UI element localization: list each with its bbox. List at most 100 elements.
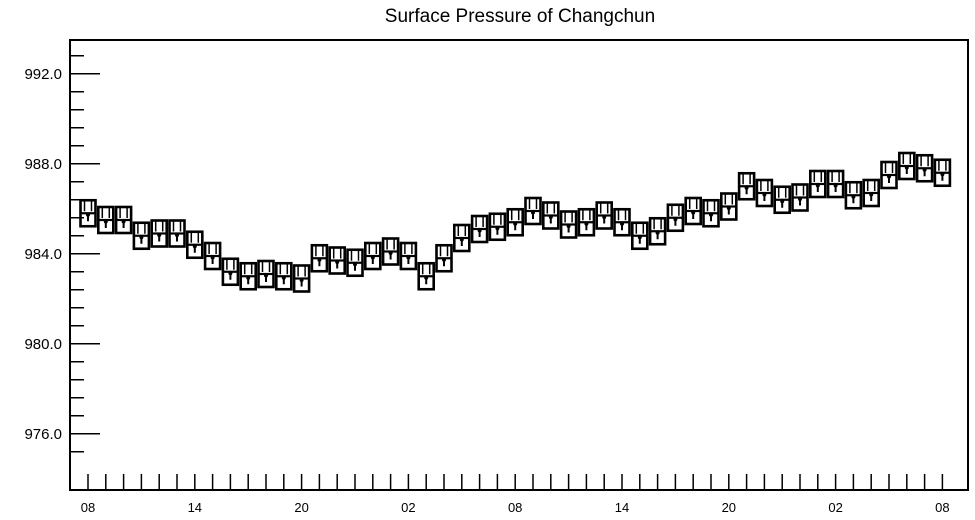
marker-dot — [264, 273, 268, 278]
marker-dot — [299, 278, 304, 282]
data-point — [257, 259, 275, 289]
marker-dot — [851, 194, 856, 199]
data-point — [310, 243, 329, 273]
data-point — [648, 216, 667, 246]
marker-dot — [673, 217, 678, 222]
marker-dot — [744, 185, 749, 190]
marker-dot — [637, 235, 642, 240]
data-point — [791, 183, 809, 212]
data-point — [452, 223, 471, 253]
data-markers — [79, 151, 952, 293]
marker-dot — [424, 275, 429, 280]
data-point — [292, 264, 311, 293]
data-point — [274, 261, 293, 291]
marker-dot — [833, 183, 838, 188]
data-point — [808, 169, 827, 199]
marker-dot — [869, 192, 874, 197]
data-point — [150, 219, 168, 248]
marker-dot — [584, 221, 589, 226]
marker-dot — [157, 233, 162, 237]
x-axis: 08 14 20 02 08 14 20 02 08 — [81, 474, 950, 515]
marker-dot — [246, 275, 251, 280]
y-tick-label: 992.0 — [24, 66, 62, 83]
marker-dot — [477, 228, 482, 233]
data-point — [186, 230, 204, 260]
data-point — [755, 178, 774, 208]
data-point — [737, 171, 756, 201]
marker-dot — [103, 219, 108, 224]
marker-dot — [495, 226, 500, 231]
marker-dot — [531, 210, 535, 215]
marker-dot — [139, 235, 144, 240]
marker-dot — [317, 257, 322, 262]
marker-dot — [620, 221, 624, 226]
data-point — [524, 196, 542, 226]
marker-dot — [726, 206, 731, 210]
marker-dot — [940, 172, 945, 177]
data-point — [915, 153, 934, 183]
data-point — [328, 246, 347, 275]
data-point — [844, 180, 863, 210]
y-tick-label: 976.0 — [24, 426, 62, 443]
marker-dot — [388, 251, 393, 255]
data-point — [541, 201, 560, 230]
marker-dot — [121, 219, 126, 224]
data-point — [933, 158, 952, 188]
marker-dot — [335, 260, 340, 264]
x-tick-label: 20 — [722, 500, 736, 515]
x-tick-label: 02 — [828, 500, 842, 515]
marker-dot — [281, 275, 286, 280]
marker-dot — [459, 237, 464, 242]
x-tick-label: 14 — [188, 500, 202, 515]
y-tick-label: 988.0 — [24, 156, 62, 173]
data-point — [363, 241, 382, 271]
data-point — [684, 196, 703, 226]
data-point — [346, 248, 364, 278]
data-point — [880, 160, 898, 190]
data-point — [79, 198, 97, 228]
data-point — [577, 207, 596, 237]
marker-dot — [442, 257, 446, 262]
marker-dot — [228, 271, 233, 276]
plot-frame — [69, 39, 969, 491]
data-point — [897, 151, 916, 181]
marker-dot — [175, 233, 179, 237]
data-point — [488, 212, 507, 242]
marker-dot — [210, 255, 215, 260]
plot-border — [69, 39, 969, 491]
data-point — [417, 261, 436, 291]
data-point — [114, 205, 133, 235]
marker-dot — [709, 212, 713, 217]
data-point — [630, 221, 649, 251]
data-point — [168, 219, 186, 248]
marker-dot — [887, 174, 891, 179]
data-point — [773, 185, 792, 215]
x-tick-label: 20 — [294, 500, 308, 515]
data-point — [719, 192, 738, 221]
data-point — [559, 210, 578, 239]
marker-dot — [548, 215, 553, 219]
marker-dot — [655, 230, 660, 235]
marker-dot — [353, 262, 357, 267]
x-tick-label: 08 — [935, 500, 949, 515]
data-point — [506, 207, 525, 237]
marker-dot — [815, 183, 820, 188]
data-point — [666, 203, 685, 233]
data-point — [97, 205, 115, 235]
data-point — [381, 237, 400, 266]
chart-title: Surface Pressure of Changchun — [385, 6, 655, 27]
marker-dot — [762, 192, 767, 197]
marker-dot — [922, 167, 927, 172]
marker-dot — [798, 197, 802, 201]
marker-dot — [513, 221, 518, 226]
data-point — [470, 214, 489, 244]
y-tick-label: 984.0 — [24, 246, 62, 263]
data-point — [221, 257, 240, 287]
data-point — [862, 178, 881, 208]
x-tick-label: 02 — [401, 500, 415, 515]
data-point — [399, 241, 418, 271]
marker-dot — [406, 255, 411, 260]
data-point — [613, 207, 631, 237]
